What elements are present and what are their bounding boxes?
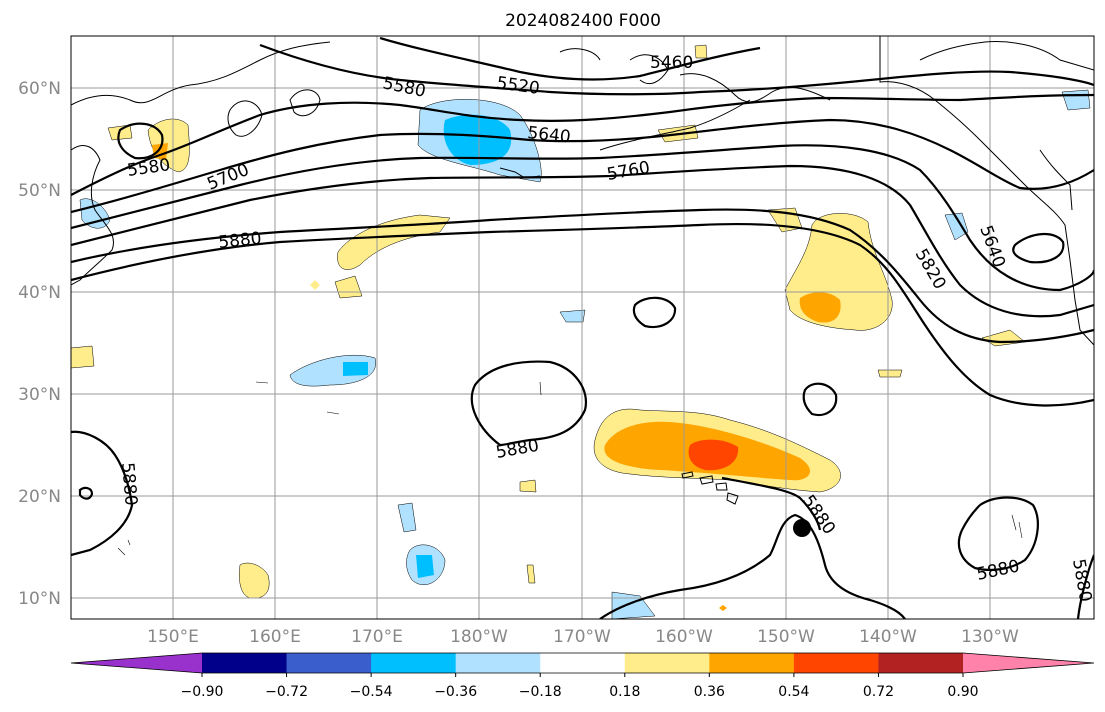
lat-label: 10°N [18,589,61,609]
graticule [71,36,1094,619]
contour-label: 5880 [117,462,141,507]
map-area: 5460 5520 5580 5580 5640 5700 5760 5880 … [71,36,1094,619]
lat-label: 50°N [18,181,61,201]
thin-contours [117,381,1023,556]
lat-label: 60°N [18,79,61,99]
colorbar-bin [286,653,372,673]
colorbar-tick-label: 0.72 [863,684,894,700]
latitude-labels: 60°N 50°N 40°N 30°N 20°N 10°N [18,79,61,609]
lon-label: 170°E [351,627,403,647]
map-title: 2024082400 F000 [505,11,661,31]
contour-label: 5880 [217,229,262,253]
colorbar-bin [455,653,541,673]
longitude-labels: 150°E 160°E 170°E 180°W 170°W 160°W 150°… [147,627,1019,647]
lon-label: 170°W [553,627,611,647]
colorbar-extend-low [71,653,202,673]
lon-label: 160°W [655,627,713,647]
colorbar-bin [709,653,795,673]
colorbar-bin [878,653,964,673]
colorbar-bin [793,653,879,673]
colorbar-tick-label: −0.72 [265,684,308,700]
contour-label-group: 5460 5520 5580 5580 5640 5700 5760 5880 … [117,53,1094,603]
colorbar-bin [202,653,288,673]
negative-anomaly-shading [79,89,1091,619]
lon-label: 140°W [859,627,917,647]
colorbar-tick-label: 0.18 [609,684,640,700]
contour-label: 5640 [526,123,571,147]
colorbar-tick-label: −0.36 [434,684,477,700]
lon-label: 180°W [450,627,508,647]
colorbar-bin [624,653,710,673]
lat-label: 20°N [18,487,61,507]
lon-label: 150°E [147,627,199,647]
colorbar-extend-high [963,653,1094,673]
lon-label: 130°W [961,627,1019,647]
colorbar: −0.90 −0.72 −0.54 −0.36 −0.18 0.18 0.36 0.54 0.7… [70,652,1095,700]
colorbar-tick-label: 0.90 [947,684,978,700]
lat-label: 40°N [18,283,61,303]
colorbar-tick-label: −0.18 [519,684,562,700]
contour-label: 5460 [650,53,693,73]
height-contours [71,36,1094,619]
colorbar-tick-label: −0.90 [181,684,224,700]
colorbar-bin [540,653,626,673]
lat-label: 30°N [18,385,61,405]
lon-label: 150°W [757,627,815,647]
colorbar-tick-label: 0.36 [694,684,725,700]
colorbar-tick-label: 0.54 [778,684,809,700]
colorbar-bin [371,653,457,673]
colorbar-tick-label: −0.54 [350,684,393,700]
lon-label: 160°E [249,627,301,647]
storm-center-marker [793,519,811,537]
map-frame [70,35,1095,620]
